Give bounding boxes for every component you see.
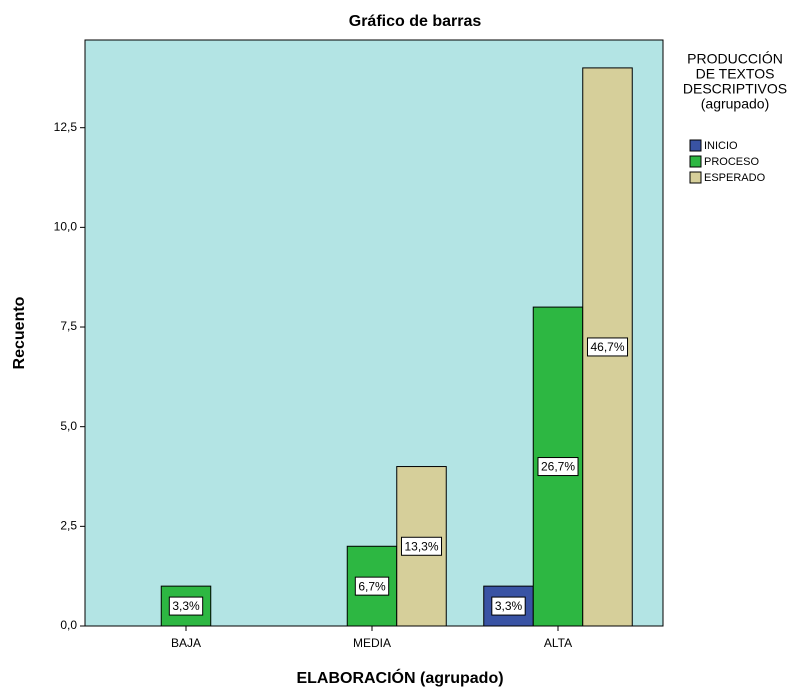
value-label-group: 46,7% xyxy=(586,337,629,357)
value-label: 3,3% xyxy=(495,599,523,613)
y-axis-label: Recuento xyxy=(11,296,28,369)
legend-label: INICIO xyxy=(704,140,738,152)
value-label: 26,7% xyxy=(541,460,575,474)
value-label-box xyxy=(400,536,443,556)
y-tick-label: 10,0 xyxy=(54,220,78,234)
value-label-group: 3,3% xyxy=(491,596,526,616)
x-axis-label: ELABORACIÓN (agrupado) xyxy=(296,668,503,687)
x-tick-label: ALTA xyxy=(544,636,572,650)
value-label-box xyxy=(354,576,390,596)
value-label: 13,3% xyxy=(404,539,438,553)
y-tick-label: 5,0 xyxy=(60,419,77,433)
legend-swatch xyxy=(689,155,702,168)
legend-swatch xyxy=(689,171,702,184)
y-tick-label: 0,0 xyxy=(60,618,77,632)
x-tick-label: MEDIA xyxy=(353,636,391,650)
legend-label: ESPERADO xyxy=(704,172,766,184)
legend-title: (agrupado) xyxy=(701,96,770,112)
value-label-group: 6,7% xyxy=(354,576,390,596)
value-label-group: 3,3% xyxy=(168,596,204,616)
legend-label: PROCESO xyxy=(704,156,759,168)
legend-title: DESCRIPTIVOS xyxy=(683,81,787,97)
y-tick-label: 2,5 xyxy=(60,519,77,533)
value-label: 6,7% xyxy=(358,579,386,593)
value-label: 3,3% xyxy=(172,599,200,613)
value-label-box xyxy=(537,457,579,477)
legend-swatch xyxy=(689,139,702,152)
chart-title: Gráfico de barras xyxy=(349,13,482,30)
value-label: 46,7% xyxy=(590,340,624,354)
y-tick-label: 12,5 xyxy=(54,120,78,134)
value-label-box xyxy=(491,596,526,616)
value-label-box xyxy=(586,337,629,357)
value-label-box xyxy=(168,596,204,616)
value-label-group: 26,7% xyxy=(537,457,579,477)
x-tick-label: BAJA xyxy=(171,636,201,650)
legend-title: PRODUCCIÓN xyxy=(687,51,783,67)
value-label-group: 13,3% xyxy=(400,536,443,556)
y-tick-label: 7,5 xyxy=(60,319,77,333)
legend-title: DE TEXTOS xyxy=(696,66,775,82)
